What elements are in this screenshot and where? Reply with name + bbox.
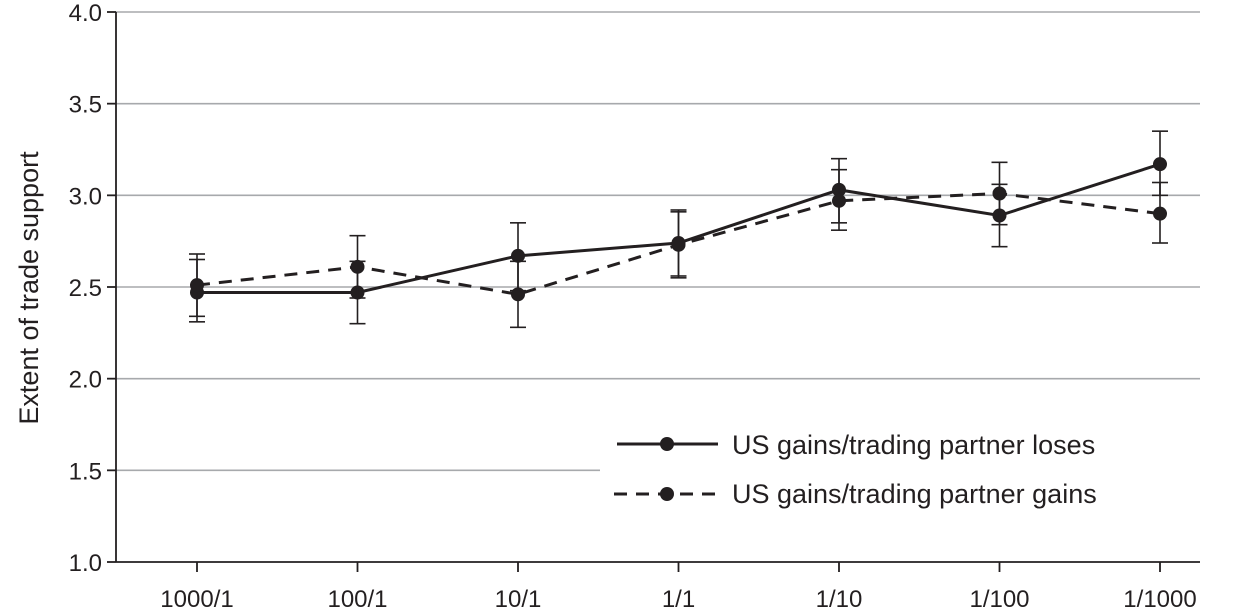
gridlines	[116, 11, 1200, 472]
data-point	[350, 259, 365, 274]
x-tick-label: 1000/1	[160, 586, 233, 613]
legend-marker-series-1	[660, 437, 674, 451]
axes	[107, 11, 1200, 572]
series	[189, 130, 1168, 329]
x-tick-label: 1/100	[969, 586, 1029, 613]
x-tick-label: 1/1	[662, 586, 695, 613]
y-axis-title: Extent of trade support	[14, 151, 44, 425]
data-point	[992, 186, 1007, 201]
series-2	[189, 161, 1168, 329]
data-point	[511, 248, 525, 263]
data-point	[671, 237, 686, 252]
y-tick-label: 1.0	[69, 550, 102, 577]
y-tick-label: 2.5	[69, 275, 102, 302]
data-point	[511, 287, 525, 302]
y-tick-label: 2.0	[69, 367, 102, 394]
y-tick-label: 4.0	[69, 0, 102, 27]
data-point	[190, 278, 204, 293]
x-tick-label: 100/1	[327, 586, 387, 613]
y-tick-label: 3.5	[69, 92, 102, 119]
data-point	[832, 193, 846, 208]
legend: US gains/trading partner loses US gains/…	[600, 420, 1240, 520]
y-tick-label: 3.0	[69, 183, 102, 210]
x-tick-label: 1/1000	[1123, 586, 1196, 613]
x-tick-labels: 1000/1 100/1 10/1 1/1 1/10 1/100 1/1000	[160, 586, 1196, 613]
y-tick-labels: 1.0 1.5 2.0 2.5 3.0 3.5 4.0	[69, 0, 102, 577]
legend-background	[600, 420, 1240, 520]
x-tick-label: 1/10	[816, 586, 863, 613]
legend-label-series-2: US gains/trading partner gains	[732, 479, 1097, 509]
data-point	[1153, 157, 1167, 172]
x-tick-label: 10/1	[495, 586, 542, 613]
legend-label-series-1: US gains/trading partner loses	[732, 430, 1095, 460]
data-point	[1153, 206, 1167, 221]
y-tick-label: 1.5	[69, 458, 102, 485]
legend-marker-series-2	[660, 487, 674, 501]
